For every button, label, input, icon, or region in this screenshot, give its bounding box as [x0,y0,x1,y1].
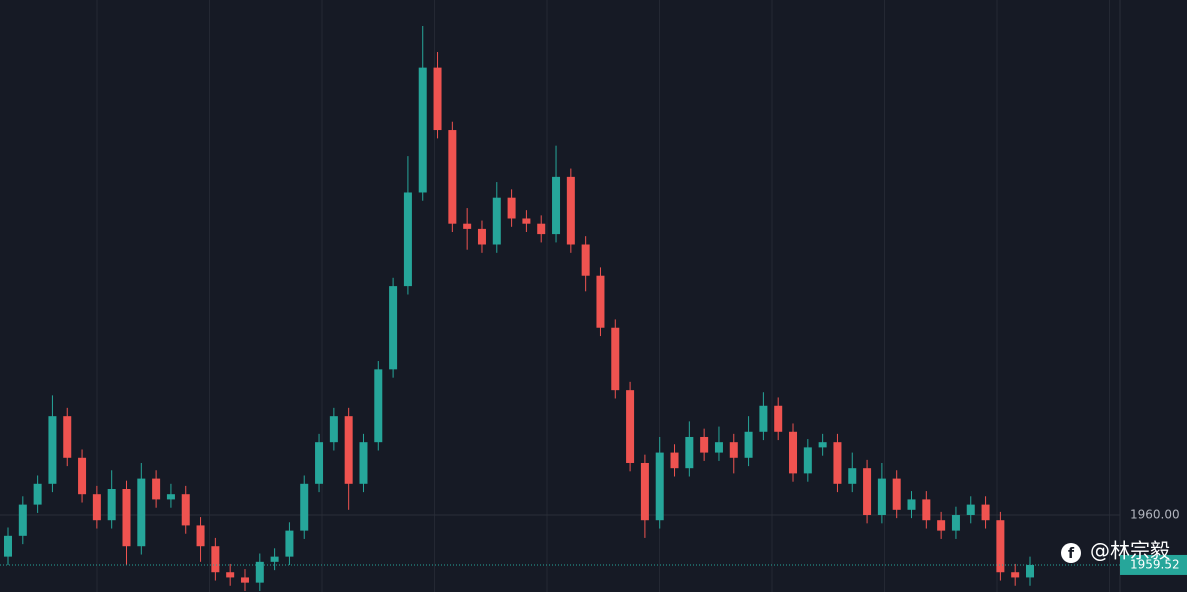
candle-body [255,561,264,583]
candle-body [152,478,161,500]
candle-body [403,192,412,287]
candle-body [418,67,427,193]
candle-body [685,436,694,469]
candle-body [655,452,664,521]
candle-body [448,130,457,224]
candle-body [374,369,383,443]
candle-body [907,499,916,510]
candle-body [937,520,946,531]
candle-body [344,416,353,484]
candle-body [1011,572,1020,578]
candle-body [566,176,575,245]
candle-body [611,327,620,391]
candle-body [892,478,901,510]
candle-body [300,483,309,531]
watermark-icon [1061,543,1081,563]
candle-body [1026,564,1034,578]
last-price-label: 1959.52 [1130,557,1180,571]
candle-body [240,577,249,583]
candle-body [581,244,590,276]
candle-body [729,442,738,458]
candle-body [922,499,931,521]
candle-body [596,275,605,328]
candle-body [744,431,753,458]
candle-body [877,478,886,516]
candle-body [226,572,235,578]
candle-body [329,416,338,443]
candle-body [552,176,561,235]
candle-body [714,442,723,453]
candle-body [285,530,294,557]
candle-body [477,228,486,245]
candle-body [181,494,190,526]
candle-body [18,504,27,536]
candle-body [48,416,57,484]
candle-body [315,442,324,484]
last-price-box [1120,554,1187,575]
candle-body [78,457,87,495]
candle-body [63,416,72,458]
candle-body [833,442,842,484]
candle-body [166,494,175,500]
candle-body [507,197,516,219]
candle-body [92,494,101,521]
candle-body [537,223,546,235]
candle-body [211,546,220,573]
candle-body [848,468,857,484]
candle-body [122,488,131,547]
candle-body [759,405,768,432]
candle-body [137,478,146,547]
candle-body [107,488,116,521]
candle-body [981,504,990,521]
candle-body [463,223,472,229]
candle-body [196,525,205,547]
watermark-icon-letter: f [1068,546,1075,562]
candle-body [818,442,827,448]
candle-body [433,67,442,131]
candle-body [522,218,531,224]
candle-body [270,556,279,562]
candle-body [966,504,975,516]
candle-body [789,431,798,474]
candle-body [359,442,368,484]
candle-body [670,452,679,469]
candle-body [803,447,812,474]
candle-body [4,535,12,557]
candle-body [626,390,635,463]
candle-body [774,405,783,432]
candle-body [640,462,649,521]
candle-body [996,520,1005,573]
candle-body [863,468,872,516]
candle-body [700,436,709,453]
y-tick-label: 1960.00 [1130,508,1180,522]
candle-body [33,483,42,505]
candle-body [951,515,960,531]
candle-body [492,197,501,245]
candle-body [389,286,398,370]
watermark: @林宗毅 [1090,539,1170,563]
